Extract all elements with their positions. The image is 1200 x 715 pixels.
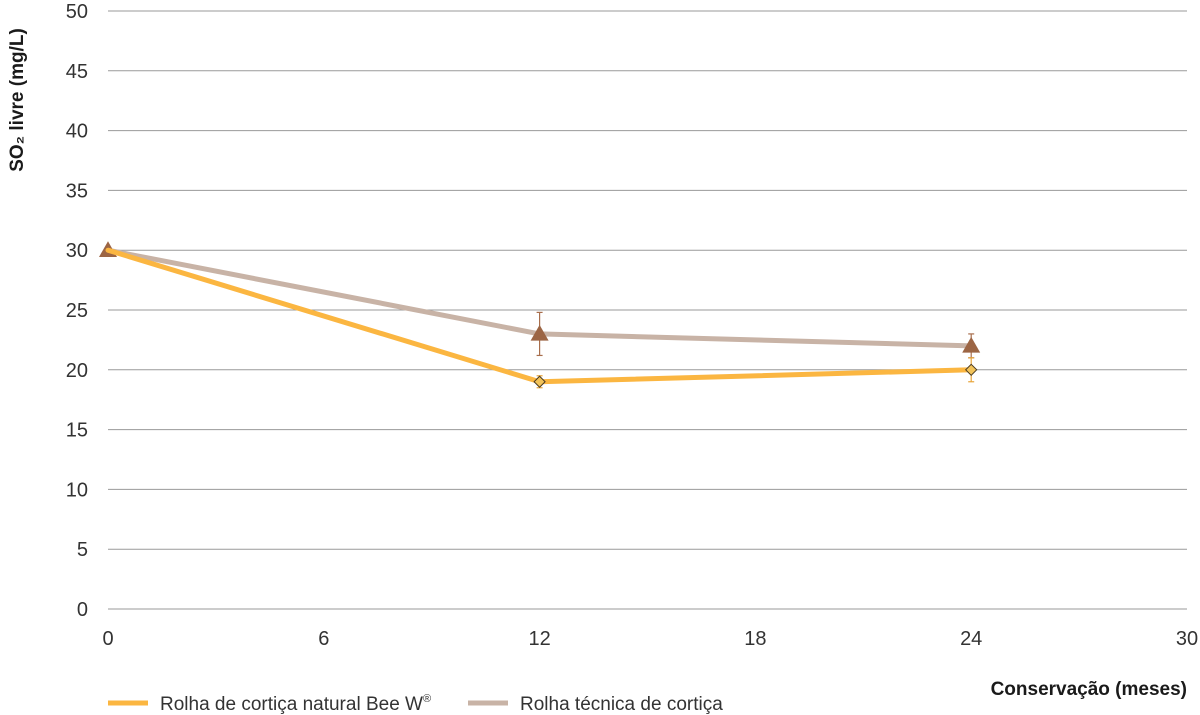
series-0 [105, 247, 978, 389]
legend-item-bee-w: Rolha de cortiça natural Bee W® [108, 693, 431, 715]
y-tick-label-40: 40 [66, 121, 88, 143]
legend-item-tecnica: Rolha técnica de cortiça [468, 694, 723, 715]
x-tick-label-24: 24 [960, 628, 982, 650]
series-1 [99, 241, 981, 359]
y-tick-label-20: 20 [66, 360, 88, 382]
x-tick-label-30: 30 [1176, 628, 1198, 650]
x-tick-labels: 0 6 12 18 24 30 [102, 628, 1198, 650]
x-axis-title: Conservação (meses) [991, 679, 1187, 700]
x-tick-label-6: 6 [318, 628, 329, 650]
marker-diamond-0-2 [964, 363, 978, 377]
legend-label-tecnica: Rolha técnica de cortiça [520, 694, 723, 715]
y-tick-label-5: 5 [77, 539, 88, 561]
y-tick-label-25: 25 [66, 300, 88, 322]
y-tick-label-0: 0 [77, 599, 88, 621]
y-tick-label-45: 45 [66, 61, 88, 83]
y-tick-label-15: 15 [66, 420, 88, 442]
legend-label-bee-w-text: Rolha de cortiça natural Bee W [160, 694, 423, 715]
y-tick-label-35: 35 [66, 180, 88, 202]
y-axis-title: SO₂ livre (mg/L) [7, 28, 28, 172]
marker-triangle-1-2 [962, 336, 981, 353]
series-layer [99, 241, 981, 389]
x-tick-label-12: 12 [528, 628, 550, 650]
y-tick-labels: 0 5 10 15 20 25 30 35 40 45 50 [66, 1, 88, 621]
x-tick-label-0: 0 [102, 628, 113, 650]
y-tick-label-10: 10 [66, 479, 88, 501]
legend-label-bee-w: Rolha de cortiça natural Bee W® [160, 693, 431, 715]
y-tick-label-30: 30 [66, 240, 88, 262]
x-tick-label-18: 18 [744, 628, 766, 650]
gridlines [108, 10, 1187, 550]
legend-label-bee-w-sup: ® [423, 693, 431, 705]
y-tick-label-50: 50 [66, 1, 88, 23]
legend: Rolha de cortiça natural Bee W® Rolha té… [108, 693, 723, 715]
marker-diamond-0-1 [533, 375, 546, 388]
marker-triangle-1-1 [530, 324, 549, 341]
